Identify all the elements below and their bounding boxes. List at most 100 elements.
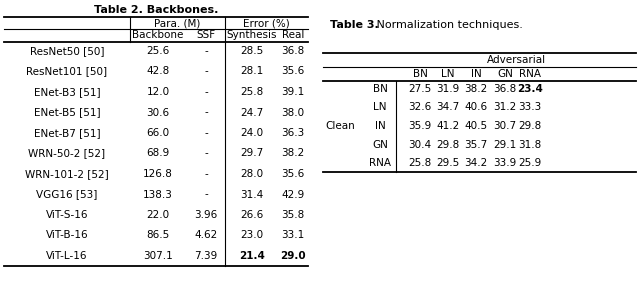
Text: 86.5: 86.5 (147, 231, 170, 241)
Text: 28.0: 28.0 (241, 169, 264, 179)
Text: IN: IN (470, 69, 481, 79)
Text: 7.39: 7.39 (195, 251, 218, 261)
Text: 31.4: 31.4 (241, 190, 264, 199)
Text: BN: BN (372, 84, 387, 94)
Text: BN: BN (413, 69, 428, 79)
Text: 27.5: 27.5 (408, 84, 431, 94)
Text: -: - (204, 190, 208, 199)
Text: 42.9: 42.9 (282, 190, 305, 199)
Text: GN: GN (497, 69, 513, 79)
Text: 138.3: 138.3 (143, 190, 173, 199)
Text: 38.0: 38.0 (282, 107, 305, 117)
Text: WRN-101-2 [52]: WRN-101-2 [52] (25, 169, 109, 179)
Text: 66.0: 66.0 (147, 128, 170, 138)
Text: 40.5: 40.5 (465, 121, 488, 131)
Text: 38.2: 38.2 (465, 84, 488, 94)
Text: 23.0: 23.0 (241, 231, 264, 241)
Text: 24.7: 24.7 (241, 107, 264, 117)
Text: ResNet50 [50]: ResNet50 [50] (29, 46, 104, 56)
Text: 36.8: 36.8 (282, 46, 305, 56)
Text: 25.8: 25.8 (241, 87, 264, 97)
Text: 35.6: 35.6 (282, 66, 305, 76)
Text: ENet-B3 [51]: ENet-B3 [51] (34, 87, 100, 97)
Text: 41.2: 41.2 (436, 121, 460, 131)
Text: ResNet101 [50]: ResNet101 [50] (26, 66, 108, 76)
Text: Synthesis: Synthesis (227, 30, 277, 40)
Text: 42.8: 42.8 (147, 66, 170, 76)
Text: 26.6: 26.6 (241, 210, 264, 220)
Text: 39.1: 39.1 (282, 87, 305, 97)
Text: Real: Real (282, 30, 304, 40)
Text: Normalization techniques.: Normalization techniques. (373, 20, 523, 30)
Text: 30.7: 30.7 (493, 121, 516, 131)
Text: 33.9: 33.9 (493, 158, 516, 168)
Text: 35.8: 35.8 (282, 210, 305, 220)
Text: 34.2: 34.2 (465, 158, 488, 168)
Text: ViT-B-16: ViT-B-16 (45, 231, 88, 241)
Text: 30.6: 30.6 (147, 107, 170, 117)
Text: RNA: RNA (369, 158, 391, 168)
Text: 32.6: 32.6 (408, 103, 431, 113)
Text: ENet-B7 [51]: ENet-B7 [51] (34, 128, 100, 138)
Text: ENet-B5 [51]: ENet-B5 [51] (34, 107, 100, 117)
Text: 29.0: 29.0 (280, 251, 306, 261)
Text: -: - (204, 66, 208, 76)
Text: 38.2: 38.2 (282, 148, 305, 158)
Text: 40.6: 40.6 (465, 103, 488, 113)
Text: 25.8: 25.8 (408, 158, 431, 168)
Text: 34.7: 34.7 (436, 103, 460, 113)
Text: 12.0: 12.0 (147, 87, 170, 97)
Text: 36.3: 36.3 (282, 128, 305, 138)
Text: LN: LN (441, 69, 455, 79)
Text: 24.0: 24.0 (241, 128, 264, 138)
Text: 25.6: 25.6 (147, 46, 170, 56)
Text: 36.8: 36.8 (493, 84, 516, 94)
Text: 21.4: 21.4 (239, 251, 265, 261)
Text: Adversarial: Adversarial (486, 55, 545, 65)
Text: 35.7: 35.7 (465, 139, 488, 150)
Text: Table 3.: Table 3. (330, 20, 379, 30)
Text: 126.8: 126.8 (143, 169, 173, 179)
Text: -: - (204, 87, 208, 97)
Text: GN: GN (372, 139, 388, 150)
Text: ViT-L-16: ViT-L-16 (46, 251, 88, 261)
Text: 68.9: 68.9 (147, 148, 170, 158)
Text: 28.1: 28.1 (241, 66, 264, 76)
Text: 31.9: 31.9 (436, 84, 460, 94)
Text: SSF: SSF (196, 30, 216, 40)
Text: Backbone: Backbone (132, 30, 184, 40)
Text: Error (%): Error (%) (243, 18, 290, 28)
Text: 30.4: 30.4 (408, 139, 431, 150)
Text: -: - (204, 169, 208, 179)
Text: 29.5: 29.5 (436, 158, 460, 168)
Text: -: - (204, 148, 208, 158)
Text: 22.0: 22.0 (147, 210, 170, 220)
Text: -: - (204, 46, 208, 56)
Text: 29.1: 29.1 (493, 139, 516, 150)
Text: 25.9: 25.9 (518, 158, 541, 168)
Text: WRN-50-2 [52]: WRN-50-2 [52] (28, 148, 106, 158)
Text: 29.8: 29.8 (518, 121, 541, 131)
Text: 33.1: 33.1 (282, 231, 305, 241)
Text: RNA: RNA (519, 69, 541, 79)
Text: 35.9: 35.9 (408, 121, 431, 131)
Text: 33.3: 33.3 (518, 103, 541, 113)
Text: 23.4: 23.4 (517, 84, 543, 94)
Text: 29.8: 29.8 (436, 139, 460, 150)
Text: -: - (204, 128, 208, 138)
Text: LN: LN (373, 103, 387, 113)
Text: VGG16 [53]: VGG16 [53] (36, 190, 98, 199)
Text: 29.7: 29.7 (241, 148, 264, 158)
Text: IN: IN (374, 121, 385, 131)
Text: 31.2: 31.2 (493, 103, 516, 113)
Text: Clean: Clean (325, 121, 355, 131)
Text: 3.96: 3.96 (195, 210, 218, 220)
Text: -: - (204, 107, 208, 117)
Text: Table 2. Backbones.: Table 2. Backbones. (94, 5, 218, 15)
Text: 4.62: 4.62 (195, 231, 218, 241)
Text: 35.6: 35.6 (282, 169, 305, 179)
Text: 307.1: 307.1 (143, 251, 173, 261)
Text: ViT-S-16: ViT-S-16 (45, 210, 88, 220)
Text: 31.8: 31.8 (518, 139, 541, 150)
Text: Para. (M): Para. (M) (154, 18, 201, 28)
